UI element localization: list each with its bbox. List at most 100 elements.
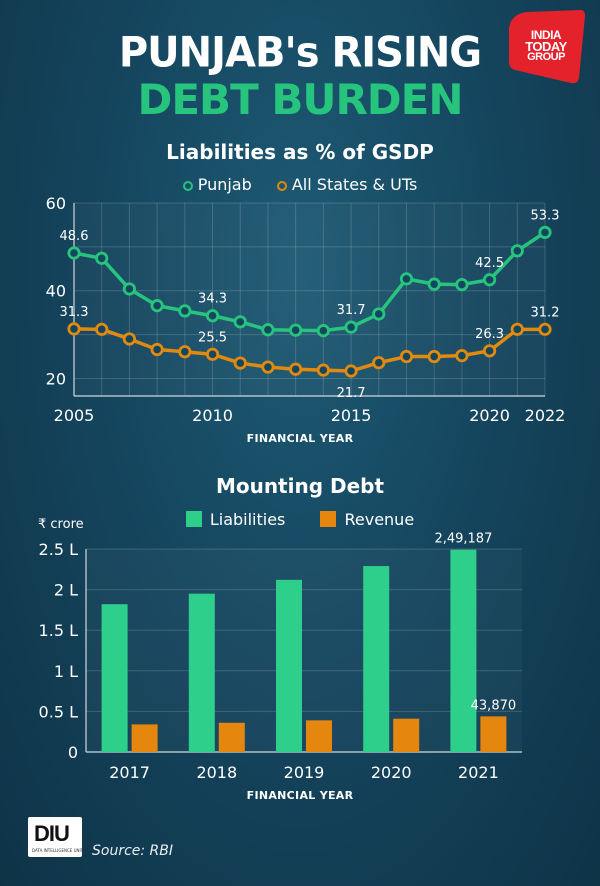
punjab-data-label: 34.3: [198, 292, 227, 307]
legend-states-label: All States & UTs: [291, 175, 418, 194]
states-point: [261, 360, 275, 374]
states-point: [289, 362, 303, 376]
punjab-point: [316, 324, 330, 338]
line-x-tick-label: 2022: [525, 406, 566, 425]
legend-punjab-marker: [182, 181, 193, 191]
logo-line3: GROUP: [527, 51, 565, 63]
bar-chart-unit: ₹ crore: [38, 517, 84, 532]
bar-chart-legend: Liabilities Revenue: [0, 509, 600, 529]
liabilities-bar: [363, 566, 390, 752]
bar-x-tick-label: 2018: [196, 763, 237, 782]
punjab-point: [372, 307, 386, 321]
punjab-point: [482, 273, 497, 287]
revenue-bar: [218, 722, 245, 752]
punjab-point: [205, 309, 220, 323]
punjab-point: [427, 277, 441, 291]
states-point: [399, 349, 414, 364]
punjab-point: [289, 323, 303, 337]
punjab-point: [67, 246, 81, 260]
bar-x-tick-label: 2020: [371, 763, 412, 782]
line-x-tick-label: 2005: [54, 406, 95, 425]
states-point: [538, 322, 552, 336]
india-today-logo-text: INDIA TODAY GROUP: [514, 28, 578, 63]
bar-x-tick-label: 2021: [458, 763, 499, 782]
legend-revenue-label: Revenue: [344, 510, 415, 529]
states-point: [233, 356, 247, 370]
legend-states-marker: [276, 181, 287, 191]
diu-logo-subtitle: DATA INTELLIGENCE UNIT: [32, 848, 84, 853]
states-point: [95, 322, 109, 336]
states-point: [205, 347, 220, 361]
bar-chart-title: Mounting Debt: [215, 474, 385, 498]
punjab-point: [122, 282, 137, 296]
legend-punjab: Punjab: [182, 175, 252, 194]
punjab-data-label: 48.6: [60, 229, 89, 244]
bar-x-tick-label: 2017: [109, 763, 150, 782]
punjab-point: [510, 244, 524, 258]
states-point: [372, 356, 386, 370]
line-x-tick-label: 2010: [192, 406, 233, 425]
source-note: Source: RBI: [92, 843, 174, 859]
punjab-point: [455, 277, 469, 292]
bar-y-tick-label: 0.5 L: [39, 702, 79, 721]
line-y-tick-label: 20: [46, 369, 66, 388]
bar-y-tick-label: 0: [68, 743, 78, 762]
states-point: [150, 342, 164, 357]
diu-logo: DIU DATA INTELLIGENCE UNIT: [28, 817, 84, 857]
revenue-bar: [306, 720, 332, 752]
liabilities-data-label: 2,49,187: [434, 532, 492, 547]
revenue-bar: [131, 724, 158, 752]
revenue-data-label: 43,870: [471, 698, 517, 713]
bar-y-tick-label: 1 L: [54, 662, 78, 681]
legend-revenue-marker: [320, 511, 337, 527]
punjab-point: [344, 320, 358, 334]
page-title-line1: PUNJAB's RISING: [118, 28, 482, 78]
legend-liabilities-marker: [185, 511, 202, 527]
states-point: [455, 349, 469, 363]
punjab-point: [95, 251, 109, 265]
line-y-tick-label: 40: [46, 282, 66, 301]
line-x-tick-label: 2020: [469, 406, 510, 425]
states-data-label: 25.5: [198, 330, 227, 345]
line-chart-title: Liabilities as % of GSDP: [166, 140, 434, 164]
logo-line2: TODAY: [525, 39, 567, 54]
revenue-bar: [480, 716, 507, 752]
states-point: [316, 363, 330, 377]
states-point: [122, 332, 137, 346]
line-y-tick-label: 60: [46, 194, 66, 213]
page-title-line2: DEBT BURDEN: [137, 75, 464, 124]
punjab-point: [233, 315, 247, 329]
legend-revenue: Revenue: [320, 510, 414, 529]
bar-x-tick-label: 2019: [284, 763, 325, 782]
states-point: [344, 364, 358, 378]
legend-liabilities-label: Liabilities: [209, 510, 286, 529]
bar-y-tick-label: 2 L: [54, 581, 78, 600]
bar-y-tick-label: 2.5 L: [39, 540, 79, 559]
states-point: [67, 322, 81, 336]
legend-states: All States & UTs: [276, 175, 418, 194]
legend-punjab-label: Punjab: [197, 175, 252, 194]
punjab-point: [538, 225, 552, 239]
punjab-point: [399, 272, 414, 286]
states-data-label: 31.2: [531, 305, 560, 320]
liabilities-bar: [188, 593, 215, 752]
logo-line1: INDIA: [530, 28, 562, 42]
punjab-data-label: 42.5: [475, 256, 504, 271]
states-point: [482, 344, 497, 358]
line-chart-xlabel: FINANCIAL YEAR: [246, 432, 354, 445]
legend-liabilities: Liabilities: [185, 510, 286, 529]
punjab-data-label: 53.3: [531, 208, 560, 223]
liabilities-bar: [450, 549, 477, 752]
india-today-logo: [509, 10, 585, 84]
states-data-label: 31.3: [60, 305, 89, 320]
line-x-tick-label: 2015: [331, 406, 372, 425]
bar-chart-xlabel: FINANCIAL YEAR: [246, 789, 354, 802]
punjab-point: [150, 299, 164, 313]
revenue-bar: [393, 718, 420, 752]
line-chart: 20 40 60 2005 2010 2015 2020 2022 48.6 34.3 31.7 42…: [46, 194, 566, 425]
bar-y-tick-label: 1.5 L: [39, 621, 79, 640]
punjab-point: [178, 304, 192, 318]
punjab-point: [261, 323, 275, 337]
states-data-label: 26.3: [475, 327, 504, 342]
